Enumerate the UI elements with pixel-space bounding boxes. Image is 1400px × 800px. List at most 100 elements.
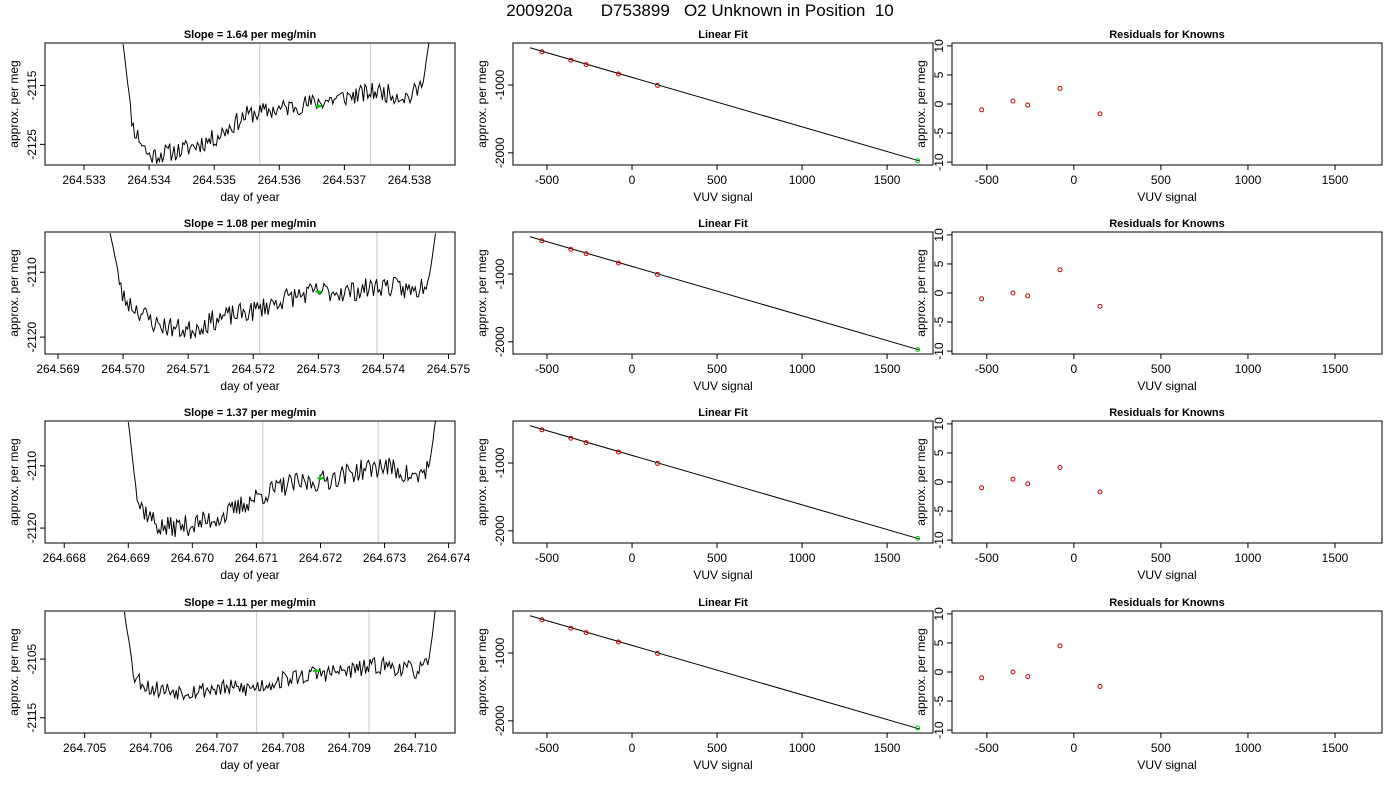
y-tick-label: 5 <box>932 260 946 267</box>
signal-trace <box>109 232 436 339</box>
x-tick-label: 264.569 <box>36 362 80 376</box>
data-point <box>655 82 661 88</box>
y-axis-label: approx. per meg <box>7 249 21 336</box>
y-tick-label: -5 <box>932 316 946 327</box>
x-tick-label: 264.706 <box>129 741 173 755</box>
data-point <box>583 62 589 68</box>
data-point <box>979 107 985 113</box>
x-tick-label: 1000 <box>789 741 816 755</box>
x-tick-label: 264.707 <box>195 741 239 755</box>
x-tick-label: -500 <box>975 173 999 187</box>
fit-line <box>529 47 920 162</box>
signal-trace <box>123 611 436 701</box>
data-point <box>539 238 545 244</box>
y-tick-label: -2120 <box>25 512 39 543</box>
y-tick-label: 5 <box>932 71 946 78</box>
panel-frame <box>44 420 456 544</box>
x-tick-label: 1500 <box>874 362 901 376</box>
y-tick-label: -1000 <box>493 258 507 289</box>
data-point <box>583 251 589 257</box>
panel-title: Residuals for Knowns <box>1109 407 1225 419</box>
panel-frame <box>951 610 1383 734</box>
data-point <box>1010 290 1016 296</box>
y-tick-label: -5 <box>932 127 946 138</box>
x-tick-label: 1000 <box>1235 551 1262 565</box>
x-axis-label: VUV signal <box>693 568 752 582</box>
plot-area <box>979 85 1103 117</box>
signal-trace <box>122 43 430 164</box>
panel-12: Residuals for Knowns -500 0 500 1000 1500 -10 -… <box>914 597 1383 772</box>
x-tick-label: 500 <box>707 551 727 565</box>
x-tick-label: 264.673 <box>363 551 407 565</box>
panel-frame <box>512 231 934 355</box>
panel-frame <box>951 42 1383 166</box>
y-axis-label: approx. per meg <box>7 628 21 715</box>
plot-area <box>979 643 1103 690</box>
data-point <box>1025 293 1031 299</box>
data-point <box>568 435 574 441</box>
y-tick-label: -2110 <box>25 451 39 481</box>
y-tick-label: 10 <box>932 607 946 621</box>
x-tick-label: -500 <box>975 362 999 376</box>
data-point <box>583 440 589 446</box>
data-point <box>615 260 621 266</box>
y-tick-label: -2120 <box>25 321 39 352</box>
y-axis-label: approx. per meg <box>914 438 928 525</box>
y-tick-label: -2110 <box>25 257 39 287</box>
data-point <box>1097 489 1103 495</box>
data-point <box>655 460 661 466</box>
panel-title: Linear Fit <box>698 407 748 419</box>
x-tick-label: 264.670 <box>171 551 215 565</box>
data-point <box>915 725 921 731</box>
y-tick-label: -5 <box>932 695 946 706</box>
panel-11: Residuals for Knowns -500 0 500 1000 1500 -10 -… <box>914 407 1383 582</box>
plot-area <box>529 615 921 731</box>
x-tick-label: 264.668 <box>43 551 87 565</box>
x-tick-label: 500 <box>707 741 727 755</box>
data-point <box>568 57 574 63</box>
plot-area <box>979 464 1103 495</box>
panel-1: Slope = 1.64 per meg/min 264.533 264.534 26… <box>7 29 456 204</box>
x-tick-label: 0 <box>1071 551 1078 565</box>
x-tick-label: -500 <box>975 741 999 755</box>
data-point <box>979 296 985 302</box>
x-tick-label: 1000 <box>789 173 816 187</box>
x-tick-label: 1500 <box>1322 741 1349 755</box>
x-tick-label: 500 <box>1151 741 1171 755</box>
data-point <box>915 346 921 352</box>
x-axis-label: day of year <box>220 379 279 393</box>
plot-area <box>979 267 1103 309</box>
mean-marker-dot <box>316 290 320 294</box>
panel-frame <box>951 420 1383 544</box>
data-point <box>583 630 589 636</box>
panel-title: Residuals for Knowns <box>1109 29 1225 41</box>
x-tick-label: -500 <box>535 362 559 376</box>
x-tick-label: 264.674 <box>427 551 471 565</box>
data-point <box>915 158 921 164</box>
panel-frame <box>44 231 456 355</box>
y-tick-label: 10 <box>932 39 946 53</box>
x-tick-label: 264.570 <box>101 362 145 376</box>
panel-frame <box>512 42 934 166</box>
y-tick-label: -10 <box>932 721 946 739</box>
mean-marker-dot <box>318 476 323 480</box>
x-tick-label: 264.672 <box>299 551 343 565</box>
data-point <box>615 639 621 645</box>
data-point <box>1057 267 1063 273</box>
page-title: 200920a D753899 O2 Unknown in Position 1… <box>506 1 894 20</box>
panel-frame <box>44 42 456 166</box>
y-tick-label: 0 <box>932 100 946 107</box>
fit-line <box>529 615 920 730</box>
x-tick-label: 500 <box>707 173 727 187</box>
x-tick-label: 264.710 <box>394 741 438 755</box>
x-tick-label: 264.536 <box>258 173 302 187</box>
y-axis-label: approx. per meg <box>914 628 928 715</box>
y-tick-label: 0 <box>932 289 946 296</box>
y-tick-label: -2000 <box>493 137 507 168</box>
data-point <box>539 617 545 623</box>
x-tick-label: 1500 <box>1322 173 1349 187</box>
panel-title: Slope = 1.64 per meg/min <box>184 29 317 41</box>
y-tick-label: -10 <box>932 342 946 360</box>
x-tick-label: 1500 <box>1322 362 1349 376</box>
